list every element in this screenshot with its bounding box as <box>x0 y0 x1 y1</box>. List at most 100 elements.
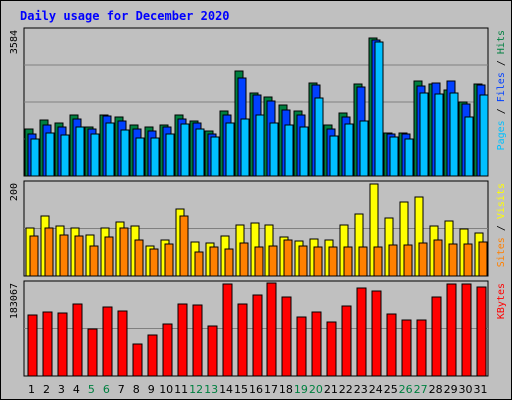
x-tick-label: 6 <box>103 383 110 396</box>
bar-sites-day-5 <box>89 245 99 277</box>
bar-pages-day-22 <box>344 123 354 177</box>
bar-pages-day-23 <box>359 120 369 177</box>
bar-sites-day-21 <box>328 246 338 277</box>
bar-pages-day-3 <box>60 134 70 177</box>
x-tick-label: 5 <box>88 383 95 396</box>
x-tick-label: 2 <box>43 383 50 396</box>
bar-pages-day-21 <box>329 135 339 177</box>
panel-max-label: 183067 <box>9 283 20 319</box>
bar-sites-day-24 <box>373 246 383 277</box>
x-axis-labels: 1 2 3 4 5 6 7 8 9 10 11 12 13 14 15 16 17 18 19 20 21 22 23 24 2… <box>28 383 488 396</box>
bar-sites-day-7 <box>119 227 129 277</box>
bar-kbytes-day-26 <box>401 319 412 377</box>
panel-kbytes: 183067 KBytes <box>9 280 507 377</box>
bar-kbytes-day-5 <box>87 328 98 377</box>
bar-pages-day-20 <box>314 97 324 177</box>
panel-hits_files_pages: 3584 Pages / Files / Hits <box>9 27 507 177</box>
x-tick-label: 23 <box>354 383 368 396</box>
bar-kbytes-day-16 <box>252 294 263 377</box>
chart-panels: 3584 Pages / Files / Hits 200 Sites / Visit… <box>9 27 507 377</box>
bar-kbytes-day-30 <box>461 283 472 377</box>
bar-pages-day-29 <box>449 92 459 177</box>
x-tick-label: 21 <box>324 383 338 396</box>
bar-kbytes-day-12 <box>192 304 203 377</box>
panel-legend: Pages / Files / Hits <box>496 30 507 150</box>
bar-sites-day-15 <box>239 242 249 277</box>
bar-kbytes-day-28 <box>431 296 442 377</box>
legend-item: Visits <box>496 183 507 219</box>
x-tick-label: 28 <box>429 383 443 396</box>
x-tick-label: 30 <box>459 383 473 396</box>
bar-sites-day-8 <box>134 239 144 277</box>
chart-title: Daily usage for December 2020 <box>20 9 230 23</box>
x-tick-label: 31 <box>474 383 488 396</box>
bar-sites-day-29 <box>448 243 458 277</box>
bar-pages-day-26 <box>404 138 414 177</box>
bar-kbytes-day-23 <box>356 287 367 377</box>
bar-kbytes-day-24 <box>371 290 382 377</box>
bar-sites-day-10 <box>164 243 174 277</box>
bar-sites-day-1 <box>29 235 39 277</box>
bar-pages-day-24 <box>374 41 384 177</box>
bar-pages-day-30 <box>464 116 474 177</box>
bar-sites-day-26 <box>403 244 413 277</box>
bar-sites-day-11 <box>179 215 189 277</box>
x-tick-label: 13 <box>204 383 218 396</box>
bar-pages-day-2 <box>45 132 55 177</box>
x-tick-label: 14 <box>219 383 233 396</box>
bar-sites-day-23 <box>358 246 368 277</box>
bar-pages-day-27 <box>419 92 429 177</box>
bar-kbytes-day-10 <box>162 323 173 377</box>
bar-kbytes-day-1 <box>27 314 38 377</box>
bar-pages-day-6 <box>105 122 115 177</box>
x-tick-label: 8 <box>133 383 140 396</box>
x-tick-label: 9 <box>148 383 155 396</box>
x-tick-label: 15 <box>234 383 248 396</box>
legend-separator: / <box>496 102 507 120</box>
x-tick-label: 29 <box>444 383 458 396</box>
bar-sites-day-30 <box>463 243 473 277</box>
bar-pages-day-10 <box>165 133 175 177</box>
bar-pages-day-11 <box>180 123 190 177</box>
bar-pages-day-18 <box>284 124 294 177</box>
bar-kbytes-day-18 <box>281 296 292 377</box>
legend-item: Hits <box>496 30 507 54</box>
x-tick-label: 18 <box>279 383 293 396</box>
x-tick-label: 3 <box>58 383 65 396</box>
x-tick-label: 12 <box>189 383 203 396</box>
x-tick-label: 11 <box>174 383 188 396</box>
bar-kbytes-day-8 <box>132 343 143 377</box>
bar-kbytes-day-25 <box>386 313 397 377</box>
bar-sites-day-19 <box>298 245 308 277</box>
bar-sites-day-13 <box>209 246 219 277</box>
panel-visits_sites: 200 Sites / Visits <box>9 180 507 277</box>
bar-pages-day-13 <box>210 136 220 177</box>
x-tick-label: 17 <box>264 383 278 396</box>
bar-kbytes-day-21 <box>326 321 337 377</box>
bar-kbytes-day-13 <box>207 325 218 377</box>
panel-legend: KBytes <box>496 283 507 319</box>
bar-kbytes-day-11 <box>177 303 188 377</box>
bar-pages-day-28 <box>434 93 444 177</box>
bar-kbytes-day-31 <box>476 286 487 377</box>
bar-kbytes-day-7 <box>117 310 128 377</box>
bar-pages-day-4 <box>75 126 85 177</box>
bar-kbytes-day-6 <box>102 306 113 377</box>
bar-sites-day-12 <box>194 251 204 277</box>
bar-pages-day-9 <box>150 137 160 177</box>
bar-pages-day-1 <box>30 138 40 177</box>
legend-item: Pages <box>496 120 507 150</box>
bar-sites-day-16 <box>254 246 264 277</box>
bar-sites-day-6 <box>104 236 114 277</box>
x-tick-label: 27 <box>414 383 428 396</box>
panel-max-label: 200 <box>9 183 20 201</box>
bar-pages-day-14 <box>225 122 235 177</box>
bar-sites-day-4 <box>74 235 84 277</box>
bar-pages-day-19 <box>299 126 309 177</box>
bar-kbytes-day-9 <box>147 334 158 377</box>
bar-kbytes-day-22 <box>341 305 352 377</box>
bar-kbytes-day-2 <box>42 311 53 377</box>
bar-kbytes-day-14 <box>222 283 233 377</box>
bar-pages-day-15 <box>240 118 250 177</box>
bar-kbytes-day-17 <box>266 282 277 377</box>
